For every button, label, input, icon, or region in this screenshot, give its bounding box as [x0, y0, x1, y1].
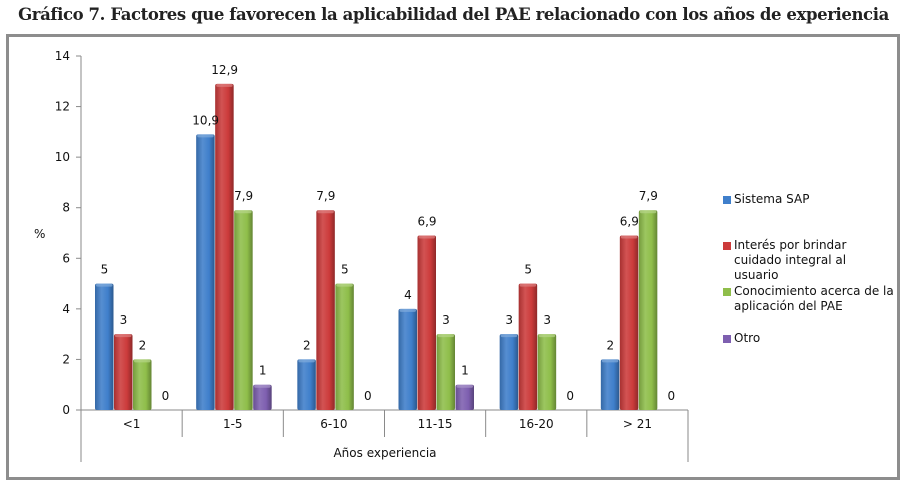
- bar-conocimiento-1: [234, 210, 253, 410]
- legend-swatch-blue: [723, 196, 731, 204]
- data-label: 10,9: [192, 113, 219, 127]
- bar-top-highlight: [96, 283, 113, 287]
- data-label: 0: [566, 389, 574, 403]
- legend-label: Otro: [734, 331, 761, 345]
- bar-sistema-5: [600, 359, 620, 410]
- bar-sistema-1: [196, 134, 215, 410]
- y-axis-title: %: [34, 227, 45, 241]
- x-tick-label: 16-20: [519, 417, 554, 431]
- legend-label: Conocimiento acerca de la aplicación del…: [734, 284, 894, 313]
- data-label: 1: [461, 364, 469, 378]
- data-label: 3: [543, 313, 551, 327]
- bar-otro-3: [455, 384, 474, 410]
- data-label: 5: [341, 263, 349, 277]
- bar-top-highlight: [601, 359, 619, 363]
- x-tick-label: <1: [123, 417, 141, 431]
- bar-conocimiento-5: [638, 210, 658, 410]
- bar-interés-3: [417, 235, 436, 410]
- legend-item-conocimiento: Conocimiento acerca de la aplicación del…: [723, 284, 894, 314]
- legend-swatch-green: [723, 288, 731, 296]
- bar-top-highlight: [134, 359, 151, 363]
- legend-label: Sistema SAP: [734, 192, 810, 206]
- legend: Sistema SAP Interés por brindar cuidado …: [723, 192, 894, 346]
- legend-item-otro: Otro: [723, 331, 893, 346]
- data-label: 7,9: [639, 189, 658, 203]
- y-tick-label: 10: [55, 150, 70, 164]
- data-label: 1: [259, 364, 267, 378]
- data-label: 5: [524, 263, 532, 277]
- bar-interés-5: [619, 235, 639, 410]
- bar-sistema-0: [95, 283, 114, 410]
- data-label: 3: [505, 313, 513, 327]
- bar-top-highlight: [399, 308, 416, 312]
- bar-top-highlight: [216, 83, 233, 87]
- x-tick-label: 6-10: [320, 417, 347, 431]
- bar-top-highlight: [456, 384, 473, 388]
- x-axis-title: Años experiencia: [333, 446, 436, 460]
- data-label: 7,9: [234, 189, 253, 203]
- data-label: 3: [442, 313, 450, 327]
- bar-top-highlight: [538, 334, 556, 338]
- data-label: 0: [668, 389, 676, 403]
- bar-interés-0: [114, 334, 133, 410]
- data-label: 3: [120, 313, 128, 327]
- bar-conocimiento-4: [537, 334, 557, 410]
- data-label: 2: [607, 338, 615, 352]
- bar-interés-1: [215, 83, 234, 411]
- bar-top-highlight: [437, 334, 454, 338]
- bar-top-highlight: [500, 334, 518, 338]
- data-label: 12,9: [211, 63, 238, 77]
- data-label: 2: [303, 338, 311, 352]
- y-tick-label: 6: [62, 251, 70, 265]
- bar-top-highlight: [639, 210, 657, 214]
- y-tick-label: 0: [62, 403, 70, 417]
- data-label: 7,9: [316, 189, 335, 203]
- y-tick-label: 4: [62, 302, 70, 316]
- bar-top-highlight: [620, 235, 638, 239]
- bar-conocimiento-2: [335, 283, 354, 410]
- data-label: 0: [364, 389, 372, 403]
- bar-top-highlight: [317, 210, 334, 214]
- y-tick-label: 12: [55, 100, 70, 114]
- bar-otro-1: [253, 384, 272, 410]
- bar-top-highlight: [519, 283, 537, 287]
- bar-top-highlight: [336, 283, 353, 287]
- legend-swatch-purple: [723, 335, 731, 343]
- y-tick-label: 2: [62, 352, 70, 366]
- legend-swatch-red: [723, 242, 731, 250]
- y-tick-label: 8: [62, 201, 70, 215]
- legend-item-interes: Interés por brindar cuidado integral al …: [723, 238, 884, 283]
- bar-interés-2: [316, 210, 335, 410]
- y-tick-label: 14: [55, 49, 70, 63]
- data-label: 6,9: [417, 215, 436, 229]
- bars: [95, 83, 658, 411]
- x-tick-label: 1-5: [223, 417, 243, 431]
- legend-item-sistema-sap: Sistema SAP: [723, 192, 893, 207]
- bar-top-highlight: [235, 210, 252, 214]
- bar-top-highlight: [298, 359, 315, 363]
- data-label: 6,9: [620, 215, 639, 229]
- x-tick-label: 11-15: [418, 417, 453, 431]
- bar-sistema-4: [499, 334, 519, 410]
- bar-top-highlight: [254, 384, 271, 388]
- data-label: 5: [101, 263, 109, 277]
- data-label: 0: [162, 389, 170, 403]
- bar-conocimiento-0: [133, 359, 152, 410]
- bar-sistema-2: [297, 359, 316, 410]
- bar-conocimiento-3: [436, 334, 455, 410]
- legend-label: Interés por brindar cuidado integral al …: [734, 238, 847, 282]
- data-label: 2: [139, 338, 147, 352]
- bar-top-highlight: [418, 235, 435, 239]
- chart-title: Gráfico 7. Factores que favorecen la apl…: [18, 5, 889, 24]
- bar-top-highlight: [197, 134, 214, 138]
- x-tick-label: > 21: [623, 417, 652, 431]
- bar-top-highlight: [115, 334, 132, 338]
- data-label: 4: [404, 288, 412, 302]
- bar-sistema-3: [398, 308, 417, 410]
- bar-interés-4: [518, 283, 538, 410]
- chart-frame: [6, 34, 900, 480]
